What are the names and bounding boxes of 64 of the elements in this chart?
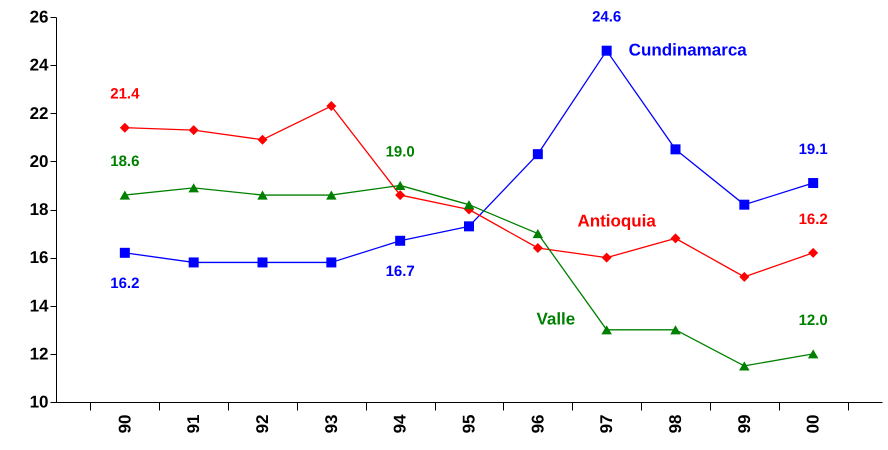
point: [258, 257, 268, 268]
point: [188, 257, 199, 268]
y-tick-label: 16: [30, 248, 48, 268]
point: [326, 257, 336, 268]
point: [188, 125, 199, 136]
data-label: 19.1: [798, 141, 828, 158]
point: [257, 190, 268, 200]
point: [532, 243, 543, 253]
data-label: 16.7: [386, 262, 415, 280]
point: [120, 248, 130, 258]
y-tick-label: 10: [30, 392, 48, 412]
point: [670, 325, 681, 334]
point: [120, 122, 130, 133]
data-label: 24.6: [592, 8, 622, 26]
point: [326, 101, 336, 112]
point: [601, 325, 612, 334]
y-tick-label: 26: [30, 8, 48, 26]
series-label: Valle: [536, 310, 576, 329]
data-label: 12.0: [798, 312, 828, 329]
x-tick-label: 99: [734, 414, 754, 434]
point: [464, 200, 474, 210]
x-tick-label: 94: [390, 414, 410, 434]
point: [326, 190, 337, 200]
data-label: 21.4: [110, 86, 140, 103]
x-tick-label: 92: [253, 414, 272, 434]
point: [739, 361, 750, 370]
x-tick-label: 91: [184, 414, 204, 434]
point: [532, 149, 543, 160]
point: [739, 272, 750, 282]
y-tick-label: 20: [30, 152, 48, 171]
data-label: 19.0: [386, 143, 415, 160]
point: [602, 252, 612, 263]
point: [670, 144, 680, 154]
point: [394, 180, 406, 190]
point: [808, 178, 818, 188]
data-label: 16.2: [798, 210, 828, 228]
x-tick-label: 90: [115, 414, 134, 434]
x-tick-label: 97: [597, 414, 616, 434]
x-tick-label: 00: [804, 414, 823, 434]
point: [670, 233, 680, 244]
point: [602, 46, 612, 56]
data-label: 18.6: [110, 153, 140, 170]
point: [120, 190, 130, 200]
series-label: Cundinamarca: [628, 40, 748, 60]
point: [395, 236, 406, 246]
data-label: 16.2: [110, 274, 140, 292]
y-tick-label: 18: [30, 200, 48, 219]
y-tick-label: 12: [30, 344, 48, 364]
point: [808, 248, 818, 258]
series-label: Antioquia: [577, 212, 656, 231]
point: [258, 134, 268, 145]
x-tick-label: 98: [666, 414, 685, 434]
point: [464, 221, 474, 232]
y-tick-label: 24: [30, 56, 50, 75]
x-tick-label: 93: [322, 414, 341, 434]
point: [739, 200, 750, 210]
y-tick-label: 14: [30, 296, 50, 316]
x-tick-label: 96: [528, 414, 548, 434]
point: [808, 349, 818, 358]
y-tick-label: 22: [30, 104, 48, 123]
point: [395, 190, 406, 200]
point: [188, 183, 199, 192]
point: [532, 229, 544, 238]
x-tick-label: 95: [460, 414, 478, 434]
